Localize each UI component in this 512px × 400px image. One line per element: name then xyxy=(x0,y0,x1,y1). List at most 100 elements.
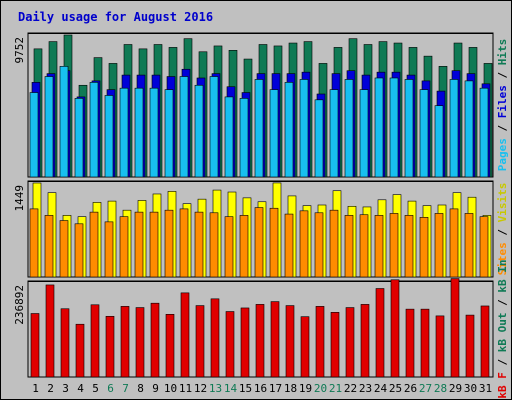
bar-pages-11 xyxy=(179,76,189,178)
day-label-17: 17 xyxy=(269,382,282,395)
legend-part: Sites xyxy=(496,242,509,275)
bar-sites-14 xyxy=(224,216,234,278)
bar-pages-19 xyxy=(299,79,309,178)
bar-kbf-31 xyxy=(480,305,490,378)
bar-sites-17 xyxy=(269,207,279,278)
bar-kbf-10 xyxy=(165,314,175,378)
legend-part: / xyxy=(496,293,509,313)
day-label-14: 14 xyxy=(224,382,238,395)
bar-pages-12 xyxy=(194,84,204,178)
bar-pages-26 xyxy=(404,79,414,178)
bar-kbf-4 xyxy=(75,323,85,378)
legend-part: Visits xyxy=(496,183,509,223)
legend-part: Files xyxy=(496,85,509,118)
day-label-8: 8 xyxy=(137,382,144,395)
bar-sites-27 xyxy=(419,217,429,278)
bar-sites-2 xyxy=(44,215,54,278)
day-label-3: 3 xyxy=(62,382,69,395)
bar-kbf-12 xyxy=(195,305,205,378)
bar-pages-22 xyxy=(344,79,354,178)
bar-pages-9 xyxy=(149,87,159,178)
bar-sites-24 xyxy=(374,215,384,278)
bar-kbf-16 xyxy=(255,304,265,378)
bar-pages-28 xyxy=(434,105,444,178)
bar-pages-8 xyxy=(134,87,144,178)
bar-sites-25 xyxy=(389,213,399,278)
day-label-13: 13 xyxy=(209,382,222,395)
bar-pages-2 xyxy=(44,76,54,178)
bar-sites-6 xyxy=(104,221,114,278)
bar-kbf-28 xyxy=(435,315,445,378)
legend-part: Pages xyxy=(496,138,509,171)
panel-hits-files-pages: 9752 Pages / Files / Hits xyxy=(13,32,509,178)
day-label-11: 11 xyxy=(179,382,192,395)
bar-sites-29 xyxy=(449,208,459,278)
bar-sites-31 xyxy=(479,216,489,278)
bar-sites-22 xyxy=(344,215,354,278)
bar-sites-19 xyxy=(299,210,309,278)
legend-part: / xyxy=(496,222,509,242)
bar-pages-10 xyxy=(164,89,174,178)
day-label-30: 30 xyxy=(464,382,477,395)
chart-title: Daily usage for August 2016 xyxy=(18,10,213,24)
day-label-27: 27 xyxy=(419,382,432,395)
bar-sites-28 xyxy=(434,213,444,278)
bar-kbf-2 xyxy=(45,284,55,378)
bar-kbf-24 xyxy=(375,288,385,378)
bar-pages-29 xyxy=(449,79,459,178)
day-label-29: 29 xyxy=(449,382,462,395)
day-label-25: 25 xyxy=(389,382,402,395)
legend-top: Pages / Files / Hits xyxy=(496,39,509,172)
bar-kbf-7 xyxy=(120,306,130,378)
bar-sites-26 xyxy=(404,215,414,278)
day-label-5: 5 xyxy=(92,382,99,395)
bar-kbf-3 xyxy=(60,308,70,378)
bar-sites-13 xyxy=(209,212,219,278)
bar-pages-14 xyxy=(224,96,234,178)
bar-kbf-14 xyxy=(225,311,235,378)
bar-pages-1 xyxy=(29,92,39,178)
bar-sites-16 xyxy=(254,207,264,278)
bar-pages-18 xyxy=(284,82,294,178)
bar-pages-15 xyxy=(239,98,249,178)
day-label-28: 28 xyxy=(434,382,447,395)
day-label-22: 22 xyxy=(344,382,357,395)
bar-sites-3 xyxy=(59,220,69,278)
panel-visits-sites: 1449 Sites / Visits xyxy=(13,180,509,278)
bar-kbf-23 xyxy=(360,304,370,378)
bar-sites-4 xyxy=(74,223,84,278)
legend-part: / xyxy=(496,65,509,85)
bar-pages-13 xyxy=(209,76,219,178)
bar-pages-3 xyxy=(59,66,69,178)
bar-pages-21 xyxy=(329,89,339,178)
bar-pages-31 xyxy=(479,87,489,178)
day-label-4: 4 xyxy=(77,382,84,395)
bar-sites-1 xyxy=(29,208,39,278)
legend-part: / xyxy=(496,118,509,138)
bar-kbf-27 xyxy=(420,308,430,378)
day-label-21: 21 xyxy=(329,382,342,395)
bar-kbf-18 xyxy=(285,305,295,378)
day-label-24: 24 xyxy=(374,382,388,395)
bar-pages-27 xyxy=(419,89,429,178)
ymax-label: 236892 xyxy=(13,285,26,325)
day-label-16: 16 xyxy=(254,382,267,395)
bar-sites-30 xyxy=(464,213,474,278)
bar-sites-7 xyxy=(119,216,129,278)
bar-kbf-15 xyxy=(240,307,250,378)
day-label-31: 31 xyxy=(479,382,492,395)
bar-pages-4 xyxy=(74,98,84,178)
day-label-1: 1 xyxy=(32,382,39,395)
day-label-7: 7 xyxy=(122,382,129,395)
legend-part: kB In xyxy=(496,259,509,292)
day-label-6: 6 xyxy=(107,382,114,395)
ymax-label: 9752 xyxy=(13,37,26,64)
legend-middle: Sites / Visits xyxy=(496,183,509,276)
day-axis: 1 2 3 4 5 6 7 8 9 10 11 12 13 14 15 16 17 18 19 20 21 22 23 24 2… xyxy=(32,382,492,395)
bar-sites-20 xyxy=(314,212,324,278)
day-label-26: 26 xyxy=(404,382,417,395)
bar-kbf-25 xyxy=(390,279,400,378)
bar-sites-18 xyxy=(284,213,294,278)
